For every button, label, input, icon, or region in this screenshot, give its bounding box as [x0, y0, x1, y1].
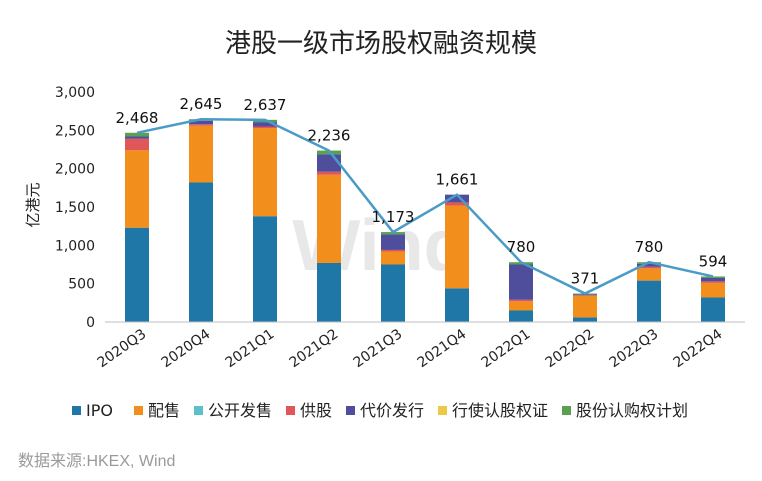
bar-segment [509, 264, 533, 300]
data-labels: 2,468 2,645 2,637 2,236 1,173 1,661 780 371 780 5… [116, 95, 728, 287]
data-label: 2,645 [180, 95, 223, 113]
chart-title: 港股一级市场股权融资规模 [225, 29, 537, 59]
x-axis-ticks: 2020Q3 2020Q4 2021Q1 2021Q2 2021Q3 2021Q4 2022… [95, 326, 726, 371]
x-tick-label: 2020Q3 [95, 326, 150, 371]
x-tick-label: 2021Q3 [351, 326, 406, 371]
bar-segment [573, 317, 597, 322]
legend-label: 供股 [300, 401, 332, 420]
bar-segment [509, 310, 533, 322]
bar-segment [701, 277, 725, 282]
legend-label: 配售 [148, 401, 180, 420]
bar-segment [445, 194, 469, 203]
data-label: 2,468 [116, 109, 159, 127]
data-label: 780 [507, 238, 536, 256]
y-axis-label: 亿港元 [24, 182, 42, 227]
bar-segment [189, 125, 213, 183]
legend-swatch [438, 406, 447, 415]
legend-label: 公开发售 [208, 401, 272, 420]
x-tick-label: 2021Q4 [415, 326, 470, 371]
bars [125, 119, 725, 322]
data-label: 371 [571, 270, 600, 288]
bar-segment [189, 182, 213, 322]
bar-segment [445, 202, 469, 206]
data-label: 780 [635, 238, 664, 256]
bar-segment [189, 120, 213, 125]
bar-segment [509, 301, 533, 311]
bar-segment [189, 124, 213, 126]
y-tick-label: 500 [68, 277, 95, 293]
bar-segment [637, 263, 661, 267]
data-label: 2,637 [244, 96, 287, 114]
y-tick-label: 2,500 [55, 123, 95, 139]
bar-segment [253, 128, 277, 217]
y-tick-label: 1,500 [55, 200, 95, 216]
bar-segment [253, 126, 277, 129]
x-tick-label: 2020Q4 [159, 326, 214, 371]
legend-label: IPO [86, 401, 113, 420]
bar-segment [445, 205, 469, 289]
bar-segment [573, 295, 597, 296]
x-tick-label: 2022Q1 [479, 326, 534, 371]
data-label: 1,173 [372, 208, 415, 226]
bar-segment [509, 299, 533, 302]
x-tick-label: 2022Q2 [543, 326, 598, 371]
total-line [136, 117, 714, 295]
y-tick-label: 2,000 [55, 162, 95, 178]
y-tick-label: 1,000 [55, 238, 95, 254]
bar-segment [125, 132, 149, 137]
legend-swatch [286, 406, 295, 415]
x-tick-label: 2021Q2 [287, 326, 342, 371]
y-axis-ticks: 0 500 1,000 1,500 2,000 2,500 3,000 [55, 85, 95, 331]
x-tick-label: 2022Q4 [671, 326, 726, 371]
bar-segment [573, 295, 597, 318]
legend-swatch [194, 406, 203, 415]
bar-segment [125, 227, 149, 322]
bar-segment [381, 234, 405, 250]
bar-segment [445, 288, 469, 322]
bar-segment [317, 262, 341, 322]
data-label: 594 [699, 252, 728, 270]
bar-segment [125, 136, 149, 139]
bar-segment [381, 251, 405, 265]
bar-segment [701, 281, 725, 283]
legend-label: 代价发行 [360, 401, 424, 420]
data-label: 1,661 [436, 171, 479, 189]
bar-segment [701, 282, 725, 298]
legend-swatch [562, 406, 571, 415]
legend-label: 行使认股权证 [452, 401, 548, 420]
bar-segment [317, 171, 341, 175]
bar-segment [701, 276, 725, 278]
bar-segment [637, 280, 661, 322]
bar-segment [125, 138, 149, 151]
bar-segment [637, 266, 661, 269]
legend: IPO 配售 公开发售 供股 代价发行 行使认股权证 股份认购权计划 [72, 401, 688, 420]
bar-segment [253, 122, 277, 127]
legend-swatch [346, 406, 355, 415]
source-note: 数据来源:HKEX, Wind [18, 452, 175, 470]
data-label: 2,236 [308, 127, 351, 145]
bar-segment [637, 268, 661, 281]
legend-swatch [72, 406, 81, 415]
bar-segment [381, 264, 405, 322]
bar-segment [317, 174, 341, 263]
y-tick-label: 0 [86, 315, 95, 331]
bar-segment [125, 150, 149, 228]
bar-segment [381, 249, 405, 252]
x-tick-label: 2021Q1 [223, 326, 278, 371]
legend-label: 股份认购权计划 [576, 401, 688, 420]
x-tick-label: 2022Q3 [607, 326, 662, 371]
legend-swatch [134, 406, 143, 415]
y-tick-label: 3,000 [55, 85, 95, 101]
bar-segment [253, 216, 277, 322]
bar-segment [701, 297, 725, 322]
total-line-path [136, 117, 714, 295]
